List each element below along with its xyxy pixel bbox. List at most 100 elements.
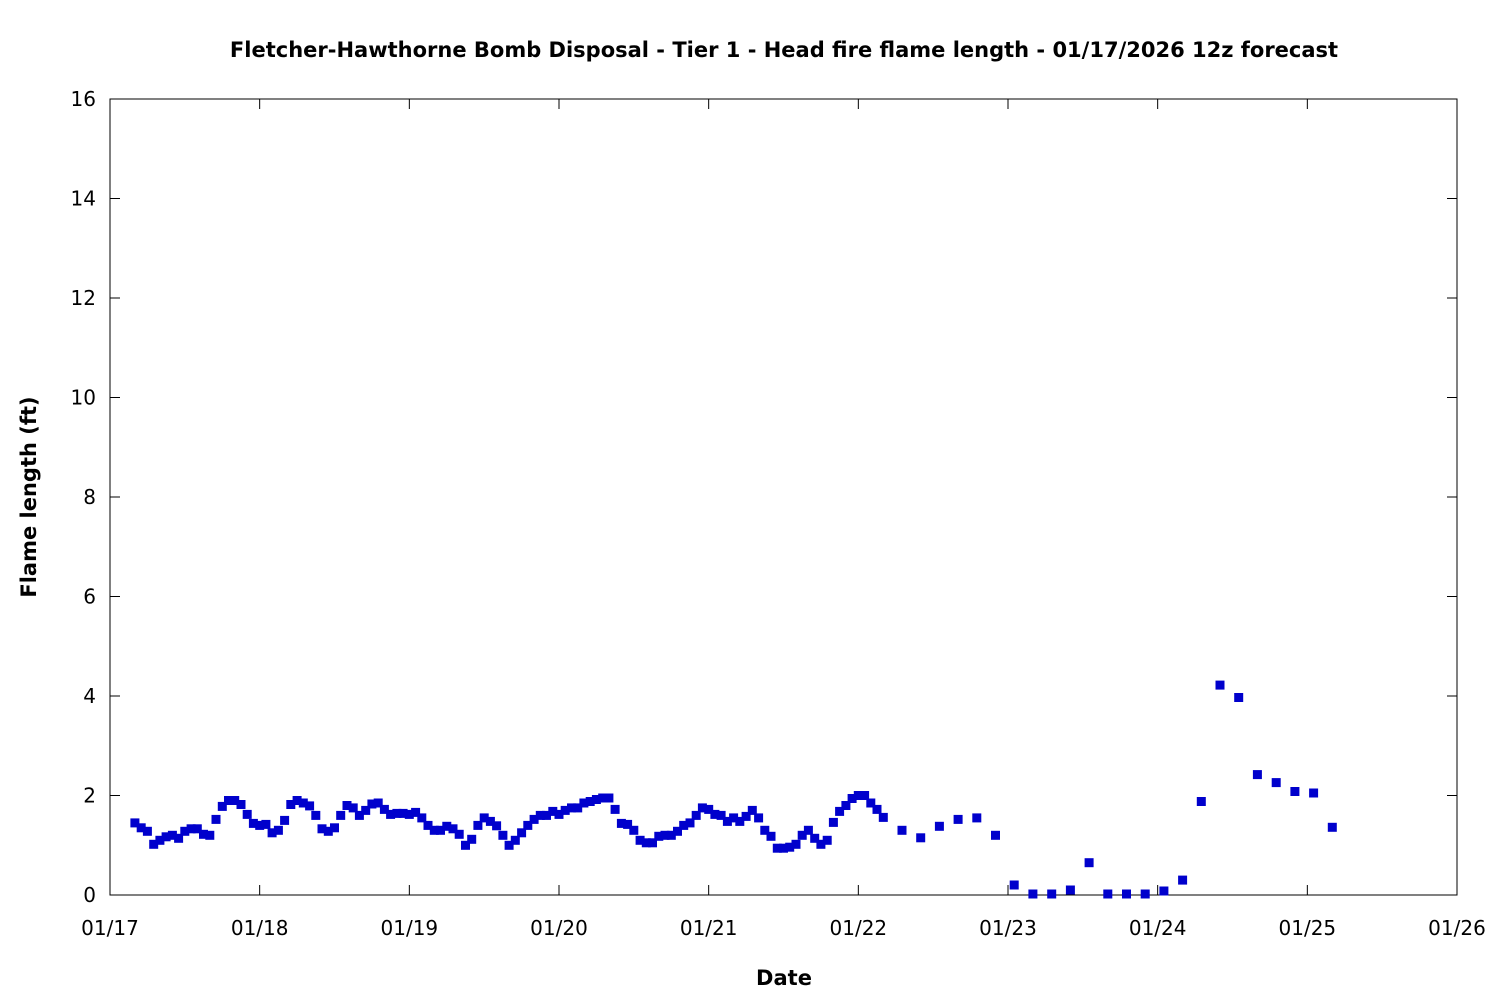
- data-point: [423, 820, 433, 830]
- data-point: [760, 825, 770, 835]
- data-point: [785, 842, 795, 852]
- x-tick-label: 01/21: [680, 916, 738, 940]
- data-point: [542, 810, 551, 820]
- data-point: [747, 805, 757, 815]
- x-tick-label: 01/25: [1279, 916, 1337, 940]
- data-point: [286, 800, 296, 809]
- data-point: [741, 811, 751, 821]
- data-point: [1290, 787, 1300, 796]
- data-point: [554, 809, 564, 819]
- data-point: [510, 835, 520, 845]
- data-point: [548, 806, 558, 816]
- x-axis-label: Date: [756, 966, 812, 990]
- data-point: [1084, 858, 1094, 868]
- data-point: [791, 839, 801, 849]
- data-point: [866, 798, 876, 808]
- data-point: [361, 805, 371, 815]
- data-point: [853, 791, 863, 800]
- data-point: [673, 826, 682, 836]
- data-point: [142, 826, 152, 836]
- data-point: [841, 801, 851, 810]
- x-tick-label: 01/24: [1129, 916, 1187, 940]
- data-point: [305, 801, 315, 811]
- data-point: [523, 820, 533, 830]
- data-point: [1140, 889, 1150, 899]
- data-point: [267, 828, 277, 838]
- data-point: [766, 831, 776, 841]
- data-point: [404, 809, 414, 819]
- data-point: [205, 830, 215, 840]
- data-point: [323, 826, 333, 836]
- data-point: [379, 804, 389, 814]
- y-tick-label: 16: [71, 87, 96, 111]
- data-point: [373, 798, 383, 808]
- data-point: [348, 803, 358, 813]
- data-point: [392, 808, 402, 818]
- data-point: [485, 816, 495, 826]
- axis-ticks: [109, 98, 1458, 896]
- data-point: [616, 818, 626, 828]
- y-tick-label: 4: [83, 684, 96, 708]
- y-tick-label: 2: [83, 784, 96, 808]
- data-point: [1047, 889, 1057, 899]
- data-point: [735, 816, 745, 826]
- data-point: [1234, 693, 1244, 702]
- data-point: [461, 840, 470, 850]
- data-point: [797, 830, 807, 840]
- data-point: [1028, 889, 1038, 899]
- data-point: [816, 839, 826, 849]
- data-point: [192, 824, 202, 834]
- data-point: [180, 826, 190, 836]
- data-point: [280, 815, 290, 825]
- data-point: [560, 805, 570, 815]
- data-point: [567, 803, 576, 813]
- data-point: [1327, 822, 1337, 832]
- data-point: [517, 828, 527, 838]
- data-point: [436, 825, 445, 835]
- x-tick-label: 01/18: [231, 916, 289, 940]
- data-point: [330, 823, 339, 833]
- data-point: [529, 814, 539, 824]
- data-point: [635, 835, 645, 845]
- data-point: [224, 796, 233, 805]
- y-tick-label: 10: [71, 386, 96, 410]
- data-point: [473, 820, 483, 830]
- data-point: [604, 793, 614, 803]
- data-point: [386, 809, 396, 819]
- data-point: [779, 843, 788, 853]
- data-point: [1196, 797, 1206, 806]
- data-point: [504, 840, 514, 850]
- data-point: [336, 810, 346, 820]
- data-point: [1122, 889, 1131, 899]
- data-point: [729, 813, 739, 823]
- data-point: [273, 825, 283, 835]
- data-point: [1252, 770, 1262, 780]
- data-point: [199, 829, 208, 839]
- data-point: [648, 838, 657, 848]
- x-tick-label: 01/19: [381, 916, 439, 940]
- data-point: [685, 818, 695, 828]
- data-point: [1159, 886, 1169, 896]
- x-tick-label: 01/17: [81, 916, 139, 940]
- data-point: [248, 818, 258, 828]
- data-point: [772, 843, 782, 853]
- data-point: [167, 830, 177, 840]
- data-point: [1065, 885, 1075, 895]
- data-point: [130, 818, 140, 828]
- data-point: [442, 821, 452, 831]
- data-point: [292, 796, 302, 805]
- data-point: [411, 807, 421, 817]
- data-point: [810, 833, 820, 843]
- data-point: [629, 825, 639, 835]
- data-point: [654, 831, 664, 841]
- y-tick-label: 8: [83, 485, 96, 509]
- data-point: [803, 825, 813, 835]
- data-point: [598, 793, 608, 803]
- data-point: [242, 809, 252, 819]
- axis-tick-labels: 01/17 01/18 01/19 01/20 01/21 01/22 01/23 01/24…: [71, 87, 1486, 940]
- data-point: [822, 835, 832, 845]
- data-point: [591, 795, 601, 804]
- data-point: [754, 813, 764, 823]
- data-point: [623, 819, 633, 829]
